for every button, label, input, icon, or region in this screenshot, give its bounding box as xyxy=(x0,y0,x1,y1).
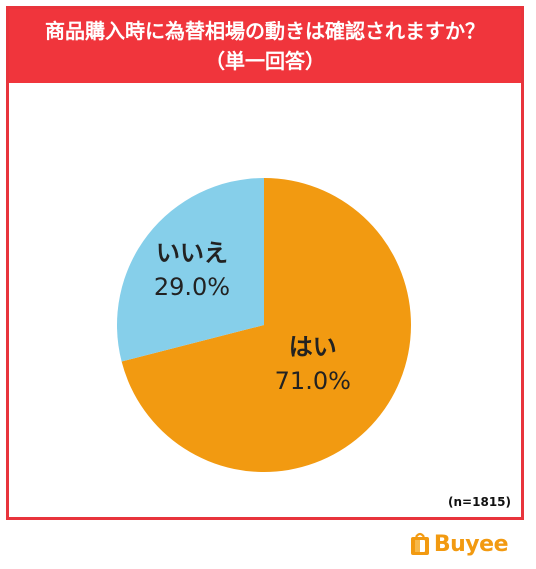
slice-value-no: 29.0% xyxy=(154,273,230,301)
pie-slice-no xyxy=(117,178,265,362)
slice-label-yes: はい xyxy=(289,333,337,361)
title-bar: 商品購入時に為替相場の動きは確認されますか？ （単一回答） xyxy=(9,9,521,83)
sample-size-note: (n=1815) xyxy=(448,495,511,509)
slice-label-no: いいえ xyxy=(156,239,228,267)
buyee-bag-icon xyxy=(410,532,429,555)
pie-chart-area: はい 71.0% いいえ 29.0% xyxy=(9,83,521,503)
chart-subtitle: （単一回答） xyxy=(205,49,325,73)
chart-title: 商品購入時に為替相場の動きは確認されますか？ xyxy=(45,19,485,43)
pie-slice-yes xyxy=(121,178,411,472)
chart-frame: 商品購入時に為替相場の動きは確認されますか？ （単一回答） はい 71.0% いいえ… xyxy=(6,6,524,520)
pie-chart: はい 71.0% いいえ 29.0% xyxy=(117,178,411,472)
slice-value-yes: 71.0% xyxy=(275,367,351,395)
logo-text: Buyee xyxy=(433,531,509,557)
buyee-logo: Buyee xyxy=(409,529,509,559)
